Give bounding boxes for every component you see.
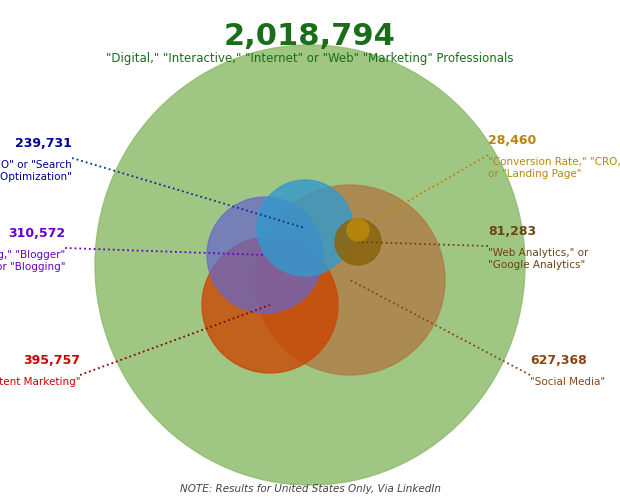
Text: "SEO" or "Search
Engine Optimization": "SEO" or "Search Engine Optimization" <box>0 160 72 181</box>
Circle shape <box>335 219 381 265</box>
Circle shape <box>257 180 353 276</box>
Text: "Social Media": "Social Media" <box>530 377 605 387</box>
Text: 239,731: 239,731 <box>15 137 72 150</box>
Circle shape <box>347 219 369 241</box>
Text: 2,018,794: 2,018,794 <box>224 22 396 51</box>
Circle shape <box>202 237 338 373</box>
Text: 28,460: 28,460 <box>488 134 536 147</box>
Text: "Conversion Rate," "CRO,"
or "Landing Page": "Conversion Rate," "CRO," or "Landing Pa… <box>488 157 620 178</box>
Text: NOTE: Results for United States Only, Via LinkedIn: NOTE: Results for United States Only, Vi… <box>180 484 440 494</box>
Text: "Digital," "Interactive," "Internet" or "Web" "Marketing" Professionals: "Digital," "Interactive," "Internet" or … <box>106 52 514 65</box>
Ellipse shape <box>95 45 525 485</box>
Text: 395,757: 395,757 <box>23 354 80 367</box>
Text: 310,572: 310,572 <box>8 227 65 240</box>
Circle shape <box>207 197 323 313</box>
Circle shape <box>255 185 445 375</box>
Text: "Blog," "Blogger"
or "Blogging": "Blog," "Blogger" or "Blogging" <box>0 250 65 272</box>
Text: "Web Analytics," or
"Google Analytics": "Web Analytics," or "Google Analytics" <box>488 248 588 270</box>
Text: 627,368: 627,368 <box>530 354 587 367</box>
Text: 81,283: 81,283 <box>488 225 536 238</box>
Text: "Content Marketing": "Content Marketing" <box>0 377 80 387</box>
